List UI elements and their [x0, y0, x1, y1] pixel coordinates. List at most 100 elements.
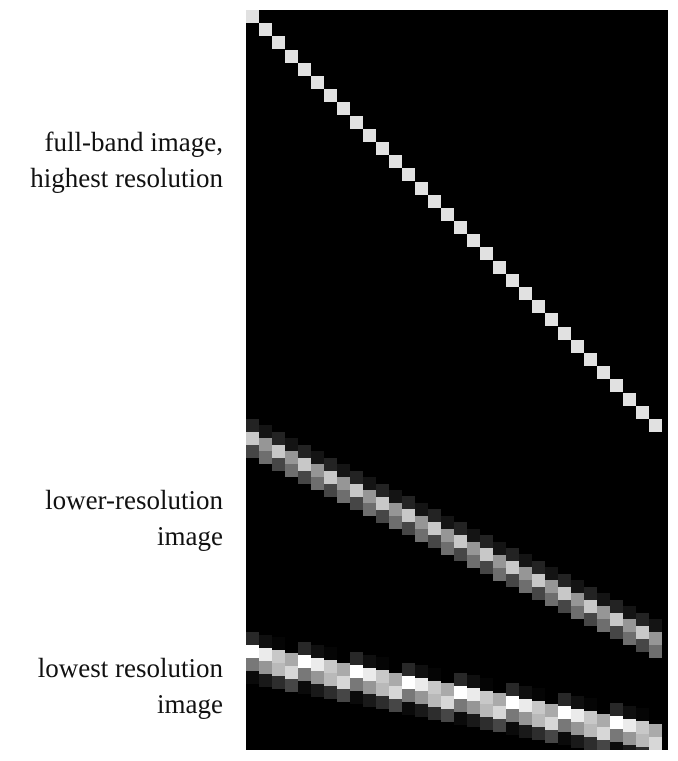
lower-res-pixel [402, 496, 415, 509]
lowest-res-pixel [441, 709, 454, 722]
lower-res-pixel [532, 561, 545, 574]
lowest-res-pixel [467, 714, 480, 727]
lowest-res-pixel [558, 693, 571, 706]
lower-res-pixel [441, 542, 454, 555]
lower-res-pixel [545, 593, 558, 606]
full-band-pixel [454, 221, 467, 234]
lower-res-pixel [623, 632, 636, 645]
lowest-res-pixel [337, 663, 350, 676]
lowest-res-pixel [636, 708, 649, 721]
lowest-res-pixel [415, 678, 428, 691]
full-band-pixel [350, 116, 363, 129]
lowest-res-pixel [298, 655, 311, 668]
lower-res-pixel [337, 490, 350, 503]
lower-res-pixel [493, 568, 506, 581]
lower-res-pixel [480, 535, 493, 548]
lowest-res-pixel [584, 724, 597, 737]
lowest-res-pixel [272, 663, 285, 676]
lowest-res-pixel [545, 730, 558, 743]
lower-res-pixel [467, 555, 480, 568]
lowest-res-pixel [636, 747, 649, 750]
full-band-pixel [272, 36, 285, 49]
full-band-pixel [337, 102, 350, 115]
lower-res-pixel [285, 464, 298, 477]
lower-res-pixel [350, 497, 363, 510]
lower-res-pixel [376, 484, 389, 497]
lower-res-pixel [649, 645, 662, 658]
lowest-res-pixel [558, 706, 571, 719]
lower-res-pixel [415, 503, 428, 516]
lowest-res-pixel [636, 721, 649, 734]
lower-res-pixel [350, 484, 363, 497]
lowest-res-pixel [350, 678, 363, 691]
lowest-res-pixel [545, 691, 558, 704]
lower-res-pixel [389, 490, 402, 503]
lowest-res-pixel [259, 635, 272, 648]
lowest-res-pixel [272, 676, 285, 689]
lower-res-pixel [415, 516, 428, 529]
lowest-res-pixel [480, 717, 493, 730]
lower-res-pixel [272, 445, 285, 458]
lower-res-pixel [376, 510, 389, 523]
lowest-res-pixel [285, 666, 298, 679]
lower-res-pixel [597, 606, 610, 619]
full-band-pixel [246, 10, 259, 23]
lowest-res-pixel [389, 699, 402, 712]
lowest-res-pixel [623, 732, 636, 745]
lowest-res-pixel [506, 709, 519, 722]
lowest-res-pixel [350, 691, 363, 704]
lowest-res-pixel [337, 689, 350, 702]
full-band-pixel [480, 247, 493, 260]
label-lowest-resolution-image: lowest resolution image [38, 650, 223, 722]
full-band-pixel [259, 23, 272, 36]
lower-res-pixel [584, 587, 597, 600]
full-band-pixel [324, 89, 337, 102]
full-band-pixel [467, 234, 480, 247]
lowest-res-pixel [493, 719, 506, 732]
full-band-pixel [519, 287, 532, 300]
lower-res-pixel [376, 497, 389, 510]
lower-res-pixel [324, 458, 337, 471]
lower-res-pixel [324, 471, 337, 484]
full-band-pixel [610, 379, 623, 392]
lower-res-pixel [246, 445, 259, 458]
lowest-res-pixel [402, 702, 415, 715]
lower-res-pixel [558, 574, 571, 587]
lower-res-pixel [636, 613, 649, 626]
lower-res-pixel [363, 490, 376, 503]
lower-res-pixel [402, 522, 415, 535]
lower-res-pixel [337, 477, 350, 490]
lowest-res-pixel [311, 645, 324, 658]
lower-res-pixel [571, 580, 584, 593]
lower-res-pixel [324, 484, 337, 497]
lowest-res-pixel [441, 683, 454, 696]
lowest-res-pixel [363, 655, 376, 668]
lower-res-pixel [441, 516, 454, 529]
full-band-pixel [545, 313, 558, 326]
lowest-res-pixel [480, 678, 493, 691]
lowest-res-pixel [597, 714, 610, 727]
lower-res-pixel [558, 600, 571, 613]
lower-res-pixel [493, 555, 506, 568]
lower-res-pixel [389, 516, 402, 529]
lower-res-pixel [298, 445, 311, 458]
lowest-res-pixel [454, 673, 467, 686]
full-band-pixel [428, 195, 441, 208]
lower-res-pixel [558, 587, 571, 600]
lowest-res-pixel [506, 683, 519, 696]
lowest-res-pixel [571, 722, 584, 735]
lowest-res-pixel [350, 665, 363, 678]
lowest-res-pixel [558, 732, 571, 745]
lowest-res-pixel [376, 657, 389, 670]
lowest-res-pixel [311, 658, 324, 671]
lowest-res-pixel [571, 735, 584, 748]
lowest-res-pixel [285, 653, 298, 666]
lowest-res-pixel [389, 686, 402, 699]
lower-res-pixel [506, 548, 519, 561]
lower-res-pixel [493, 542, 506, 555]
lower-res-pixel [441, 529, 454, 542]
lowest-res-pixel [259, 648, 272, 661]
lowest-res-pixel [298, 642, 311, 655]
lowest-res-pixel [272, 637, 285, 650]
